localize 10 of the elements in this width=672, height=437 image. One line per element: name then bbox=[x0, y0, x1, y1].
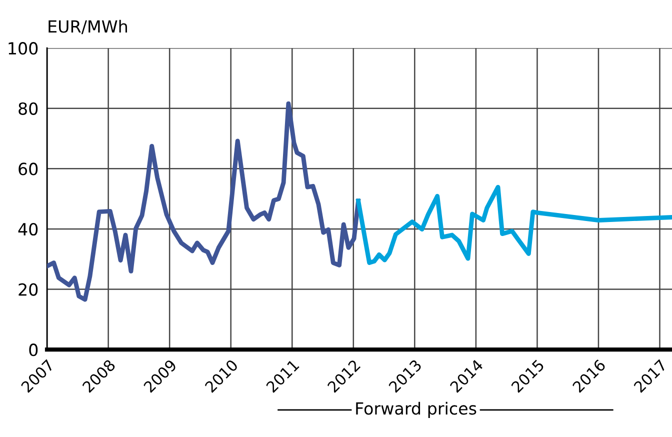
text: Forward prices bbox=[356, 402, 476, 418]
y-tick-label: 60 bbox=[18, 162, 38, 176]
y-tick-label: 80 bbox=[18, 102, 38, 115]
line-series bbox=[356, 184, 672, 265]
y-tick-label: 40 bbox=[18, 222, 38, 236]
y-tick-label: 0 bbox=[29, 344, 38, 356]
y-axis-title: EUR/MWh bbox=[48, 20, 127, 34]
y-tick-label: 100 bbox=[8, 42, 38, 55]
line-series bbox=[47, 101, 361, 302]
y-tick-label: 20 bbox=[18, 283, 38, 296]
